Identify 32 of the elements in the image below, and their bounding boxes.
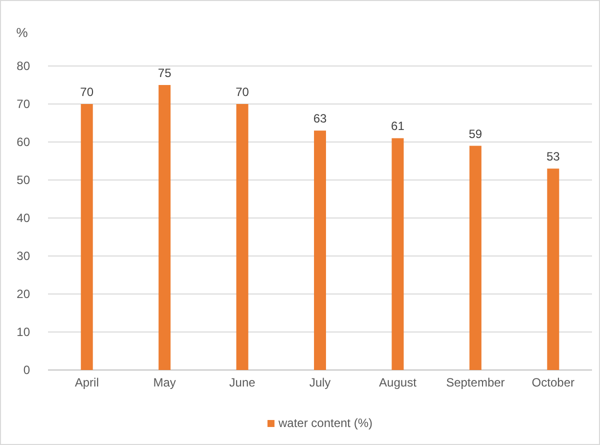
bar [314,130,326,370]
x-tick-label: August [379,376,418,390]
y-tick-label: 30 [16,248,30,263]
y-tick-label: 10 [16,324,30,339]
data-label: 63 [313,112,327,126]
data-label: 70 [236,85,250,99]
bar [158,85,171,370]
bar [80,104,93,370]
y-tick-label: 40 [16,210,30,225]
x-tick-label: April [74,376,99,390]
data-label: 75 [158,66,172,80]
x-tick-label: May [153,376,176,390]
data-label: 61 [391,119,405,134]
bar [547,168,560,370]
data-label: 59 [468,126,482,141]
y-tick-label: 0 [23,362,30,377]
x-tick-label: July [309,376,331,390]
x-tick-label: June [229,376,256,390]
y-tick-label: 70 [16,96,30,111]
x-tick-label: September [446,376,505,390]
y-tick-label: 50 [16,172,30,187]
bar [392,138,404,370]
bar [236,104,248,370]
y-tick-label: 80 [16,58,30,73]
y-tick-label: 60 [16,134,30,149]
y-axis-title: % [16,25,28,40]
x-tick-label: October [532,376,574,390]
bar [469,146,482,370]
legend-label: water content (%) [277,416,373,430]
data-label: 70 [80,85,94,99]
y-tick-label: 20 [16,286,30,301]
data-label: 53 [546,150,560,164]
